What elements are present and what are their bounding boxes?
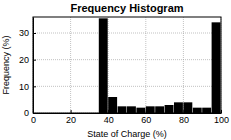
x-tick-label: 100	[214, 115, 229, 125]
bar	[165, 105, 174, 113]
x-tick-mark	[71, 110, 72, 113]
y-tick-label: 30	[19, 28, 29, 38]
x-tick-label: 0	[31, 115, 36, 125]
y-axis-title: Frequency (%)	[1, 35, 11, 94]
bar	[212, 22, 221, 113]
x-tick: 60	[141, 110, 151, 125]
chart: 0 20 40 60 80 100 0 10 20 30 Frequency Histogram St…	[0, 0, 231, 140]
x-tick: 40	[104, 110, 114, 125]
bar	[118, 106, 127, 113]
bar	[127, 106, 136, 113]
y-tick: 0	[24, 108, 36, 118]
y-tick-label: 0	[24, 108, 29, 118]
grid-line	[183, 17, 184, 113]
y-tick-mark	[33, 86, 36, 87]
y-axis-line	[33, 18, 34, 114]
grid-line	[33, 59, 221, 60]
bar	[155, 106, 164, 113]
x-tick-mark	[221, 110, 222, 113]
title: Frequency Histogram	[70, 2, 183, 14]
y-tick: 10	[19, 82, 36, 92]
x-tick: 20	[66, 110, 76, 125]
grid-line	[33, 33, 221, 34]
bar	[146, 106, 155, 113]
plot-background	[33, 17, 221, 113]
y-tick: 30	[19, 28, 36, 38]
y-tick: 20	[19, 55, 36, 65]
bar	[99, 18, 108, 113]
bar	[183, 102, 192, 113]
grid-line	[33, 86, 221, 87]
y-tick-mark	[33, 33, 36, 34]
x-tick-mark	[108, 110, 109, 113]
bar	[193, 108, 202, 113]
grid	[33, 17, 221, 113]
bar	[174, 102, 183, 113]
bar	[108, 97, 117, 113]
x-tick-label: 60	[141, 115, 151, 125]
x-axis-title: State of Charge (%)	[87, 129, 167, 139]
x-tick-label: 40	[104, 115, 114, 125]
bar	[136, 108, 145, 113]
y-axis: 0 10 20 30	[19, 18, 36, 119]
x-tick: 100	[214, 110, 229, 125]
y-tick-label: 20	[19, 55, 29, 65]
x-axis: 0 20 40 60 80 100	[31, 110, 229, 125]
bar	[202, 108, 211, 113]
grid-line	[145, 17, 146, 113]
y-tick-mark	[33, 113, 36, 114]
x-tick: 80	[179, 110, 189, 125]
y-tick-mark	[33, 60, 36, 61]
x-tick-label: 20	[66, 115, 76, 125]
bars	[99, 18, 221, 113]
y-tick-label: 10	[19, 82, 29, 92]
x-tick-mark	[183, 110, 184, 113]
x-tick-label: 80	[179, 115, 189, 125]
x-axis-line	[34, 113, 222, 114]
plot-frame	[33, 17, 221, 113]
grid-line	[70, 17, 71, 113]
x-tick-mark	[146, 110, 147, 113]
